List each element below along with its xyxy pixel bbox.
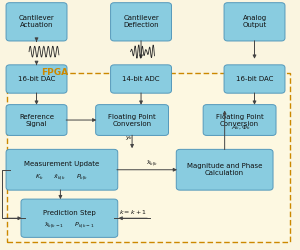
FancyBboxPatch shape (6, 149, 118, 190)
FancyBboxPatch shape (6, 3, 67, 41)
Text: Reference
Signal: Reference Signal (19, 114, 54, 126)
Text: Floating Point
Conversion: Floating Point Conversion (108, 114, 156, 126)
Text: $k = k+1$: $k = k+1$ (118, 208, 147, 216)
Text: Magnitude and Phase
Calculation: Magnitude and Phase Calculation (187, 163, 262, 176)
Text: 16-bit DAC: 16-bit DAC (236, 76, 273, 82)
FancyBboxPatch shape (111, 65, 172, 93)
Text: Cantilever
Actuation: Cantilever Actuation (19, 15, 54, 28)
Text: $K_k$      $\hat{x}_{k|k}$      $P_{k|k}$: $K_k$ $\hat{x}_{k|k}$ $P_{k|k}$ (35, 173, 89, 182)
Text: $A_k, \Phi_k$: $A_k, \Phi_k$ (231, 124, 251, 132)
Text: FPGA: FPGA (41, 68, 68, 76)
FancyBboxPatch shape (224, 65, 285, 93)
Text: Floating Point
Conversion: Floating Point Conversion (216, 114, 263, 126)
FancyBboxPatch shape (7, 73, 290, 242)
Text: $\hat{x}_{k|k}$: $\hat{x}_{k|k}$ (146, 158, 158, 168)
Text: 16-bit DAC: 16-bit DAC (18, 76, 55, 82)
FancyBboxPatch shape (96, 104, 169, 136)
FancyBboxPatch shape (176, 149, 273, 190)
FancyBboxPatch shape (6, 104, 67, 136)
Text: Cantilever
Deflection: Cantilever Deflection (123, 15, 159, 28)
Text: $y_k$: $y_k$ (124, 134, 133, 142)
FancyBboxPatch shape (111, 3, 172, 41)
Text: 14-bit ADC: 14-bit ADC (122, 76, 160, 82)
FancyBboxPatch shape (224, 3, 285, 41)
FancyBboxPatch shape (6, 65, 67, 93)
Text: Prediction Step: Prediction Step (43, 210, 96, 216)
Text: $\hat{x}_{k|k-1}$      $P_{k|k-1}$: $\hat{x}_{k|k-1}$ $P_{k|k-1}$ (44, 221, 95, 230)
Text: Measurement Update: Measurement Update (24, 161, 100, 167)
FancyBboxPatch shape (203, 104, 276, 136)
Text: Analog
Output: Analog Output (242, 15, 267, 28)
FancyBboxPatch shape (21, 199, 118, 237)
